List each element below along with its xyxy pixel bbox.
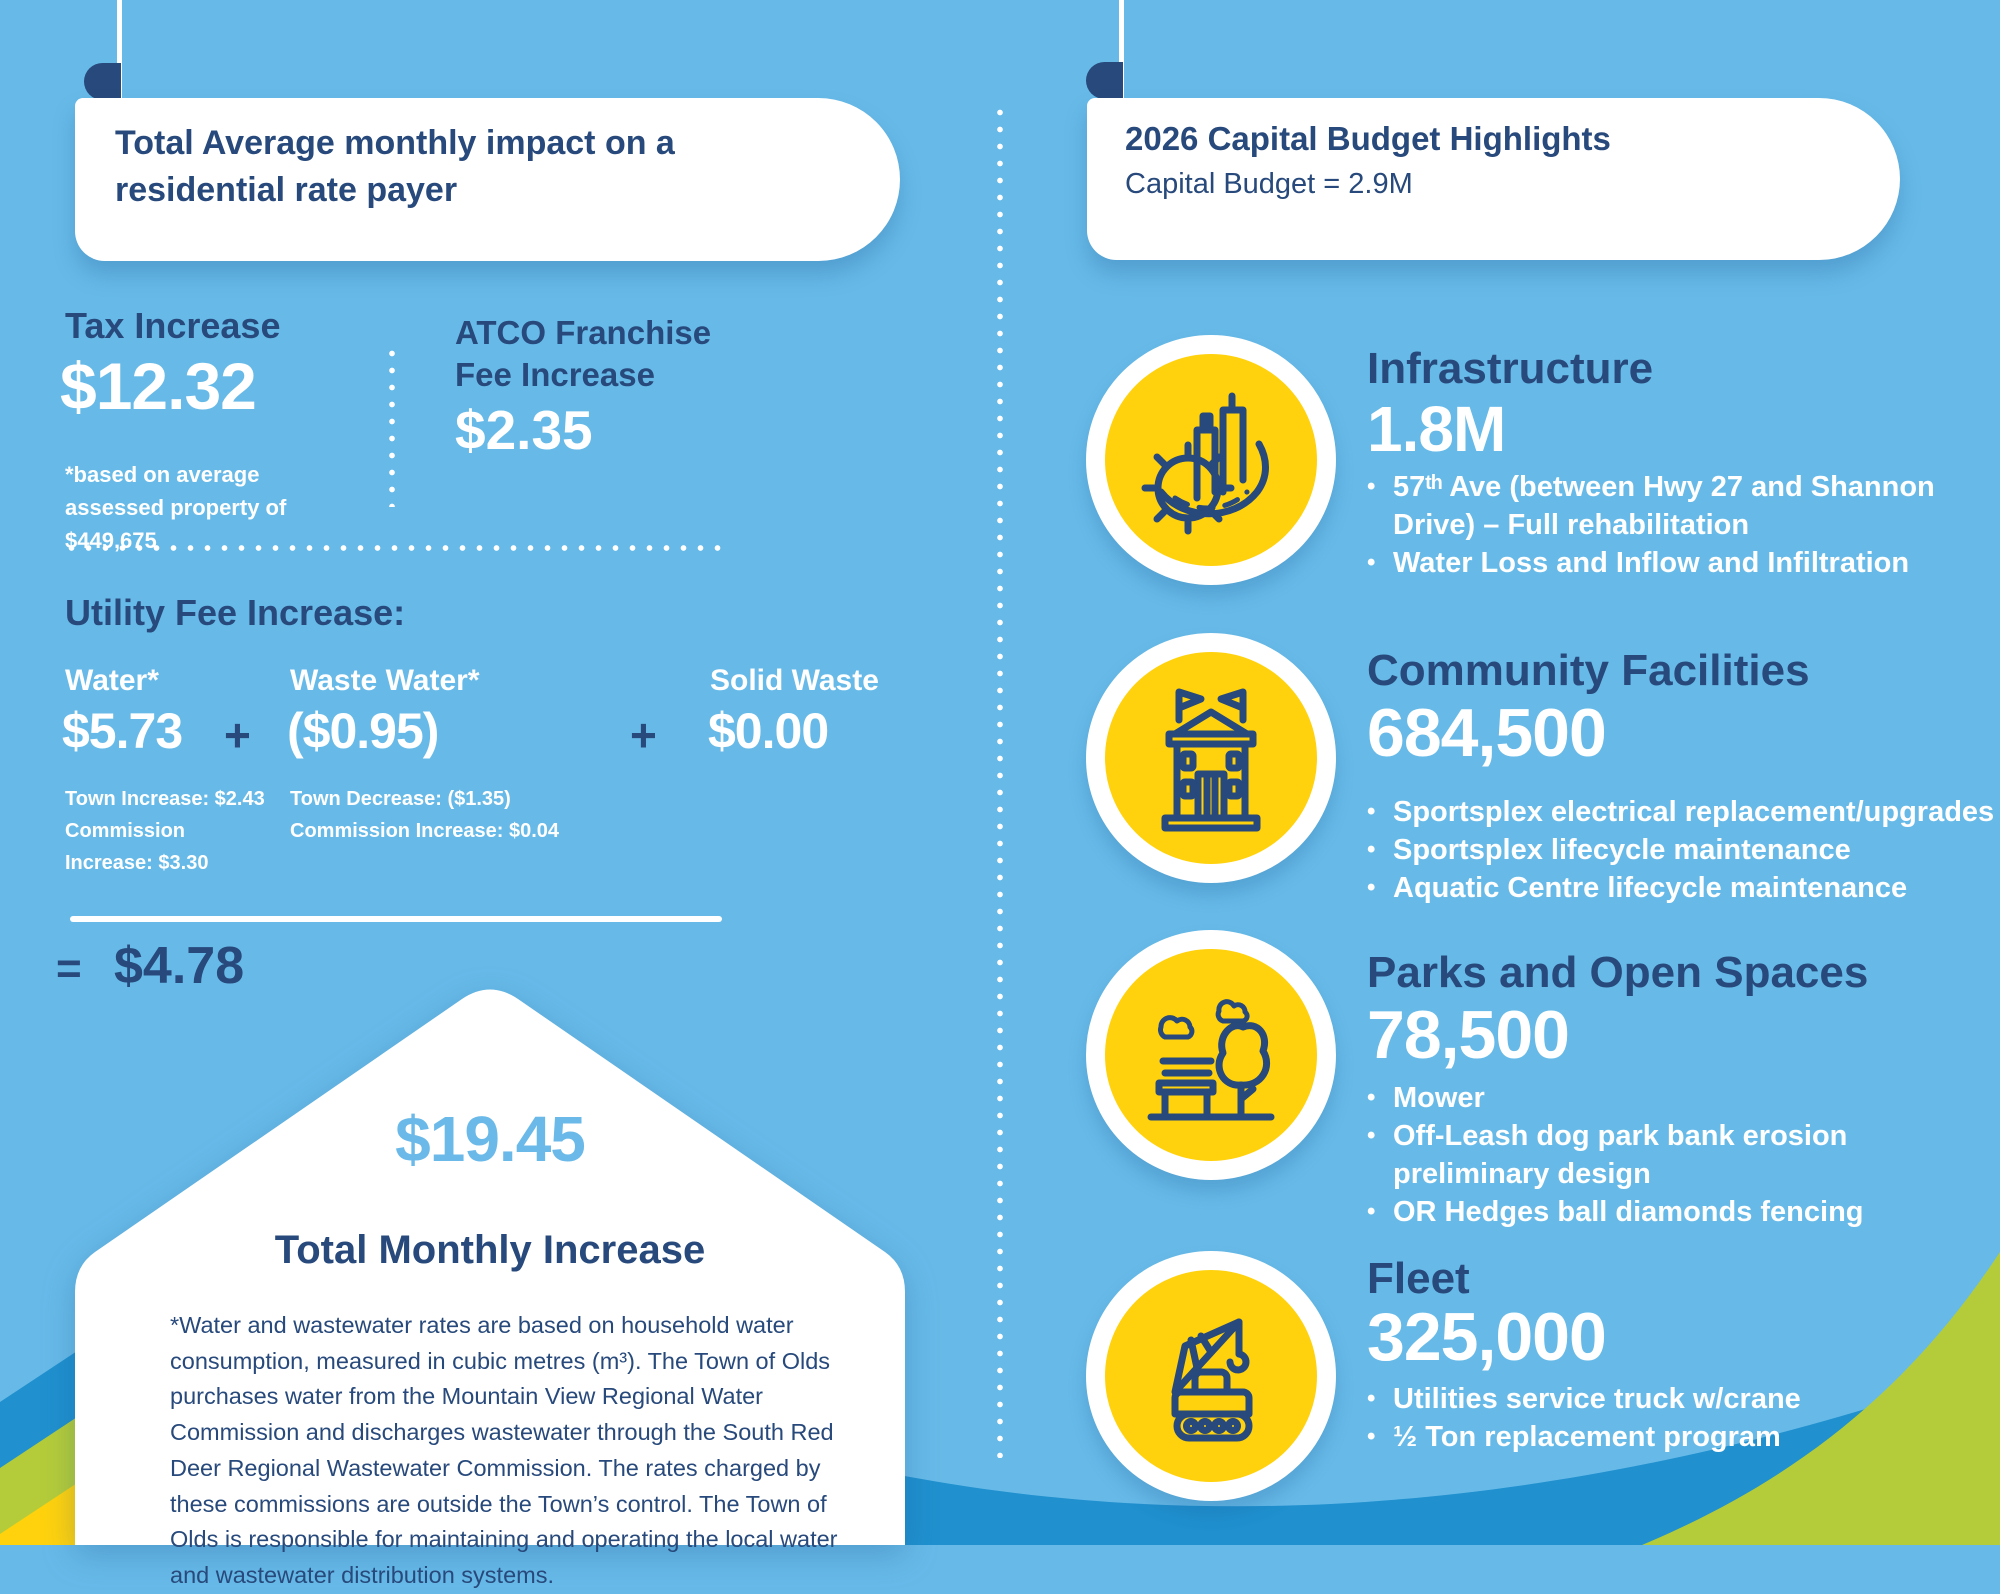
bullet-icon: • xyxy=(1367,874,1376,901)
right-header-subtitle: Capital Budget = 2.9M xyxy=(1125,168,1413,200)
community-bullets: • Sportsplex electrical replacement/upgr… xyxy=(1367,793,1994,907)
utility-subtotal: $4.78 xyxy=(114,937,245,995)
water-label: Water* xyxy=(65,664,159,697)
list-item: • Aquatic Centre lifecycle maintenance xyxy=(1367,869,1994,907)
infrastructure-icon xyxy=(1141,392,1269,535)
bullet-icon: • xyxy=(1367,549,1376,576)
tax-increase-label: Tax Increase xyxy=(65,305,281,346)
bullet-icon: • xyxy=(1367,1084,1376,1111)
column-divider-dotted xyxy=(997,104,1003,1458)
infrastructure-badge xyxy=(1086,335,1336,585)
community-facilities-badge xyxy=(1086,633,1336,883)
fleet-badge xyxy=(1086,1251,1336,1501)
list-item: • Mower xyxy=(1367,1079,1893,1117)
tax-increase-amount: $12.32 xyxy=(60,349,257,423)
bullet-icon: • xyxy=(1367,836,1376,863)
water-note-line: Increase: $3.30 xyxy=(65,852,209,874)
right-hanger-string xyxy=(1119,0,1124,101)
left-card-fold xyxy=(84,63,121,100)
bullet-icon: • xyxy=(1367,1423,1376,1450)
parks-badge xyxy=(1086,930,1336,1180)
list-item: • Sportsplex electrical replacement/upgr… xyxy=(1367,793,1994,831)
utility-fee-heading: Utility Fee Increase: xyxy=(65,592,406,633)
waste-water-note-line: Town Decrease: ($1.35) xyxy=(290,788,511,810)
fleet-bullets: • Utilities service truck w/crane • ½ To… xyxy=(1367,1380,1801,1456)
waste-water-notes: Town Decrease: ($1.35) Commission Increa… xyxy=(290,783,559,847)
infrastructure-bullets: • 57ᵗʰ Ave (between Hwy 27 and Shannon D… xyxy=(1367,468,1968,582)
bullet-icon: • xyxy=(1367,1122,1376,1149)
solid-waste-amount: $0.00 xyxy=(708,703,829,759)
plus-sign-2: + xyxy=(630,709,657,761)
water-note-line: Commission xyxy=(65,820,186,842)
section-amount-fleet: 325,000 xyxy=(1367,1299,1607,1375)
section-amount-parks: 78,500 xyxy=(1367,997,1570,1073)
equals-sign: = xyxy=(56,944,82,993)
stripe-blue xyxy=(0,1328,112,1545)
water-notes: Town Increase: $2.43 Commission Increase… xyxy=(65,783,265,879)
list-item: • ½ Ton replacement program xyxy=(1367,1418,1801,1456)
water-amount: $5.73 xyxy=(62,703,183,759)
plus-sign-1: + xyxy=(224,709,251,761)
list-item: • 57ᵗʰ Ave (between Hwy 27 and Shannon D… xyxy=(1367,468,1968,544)
parks-icon xyxy=(1147,999,1275,1121)
section-amount-infrastructure: 1.8M xyxy=(1367,393,1506,465)
list-item: • Sportsplex lifecycle maintenance xyxy=(1367,831,1994,869)
section-title-fleet: Fleet xyxy=(1367,1254,1470,1303)
community-facilities-icon xyxy=(1161,688,1261,832)
stripe-green xyxy=(0,1394,112,1545)
water-rates-footnote: *Water and wastewater rates are based on… xyxy=(170,1312,838,1589)
section-amount-community: 684,500 xyxy=(1367,695,1607,771)
list-item: • Off-Leash dog park bank erosion prelim… xyxy=(1367,1117,1893,1193)
total-monthly-amount: $19.45 xyxy=(395,1103,586,1175)
tax-atco-divider-dotted xyxy=(389,345,395,507)
tax-increase-note: *based on average assessed property of $… xyxy=(65,462,287,553)
atco-fee-amount: $2.35 xyxy=(455,399,593,461)
left-header-title: Total Average monthly impact on a reside… xyxy=(115,124,675,209)
right-header-title: 2026 Capital Budget Highlights xyxy=(1125,120,1611,157)
parks-bullets: • Mower • Off-Leash dog park bank erosio… xyxy=(1367,1079,1893,1231)
list-item: • Utilities service truck w/crane xyxy=(1367,1380,1801,1418)
right-card-fold xyxy=(1086,62,1123,99)
water-note-line: Town Increase: $2.43 xyxy=(65,788,265,810)
stripe-yellow xyxy=(0,1460,112,1545)
solid-waste-label: Solid Waste xyxy=(710,664,879,697)
bullet-icon: • xyxy=(1367,798,1376,825)
bullet-icon: • xyxy=(1367,473,1376,500)
list-item: • Water Loss and Inflow and Infiltration xyxy=(1367,544,1968,582)
waste-water-note-line: Commission Increase: $0.04 xyxy=(290,820,560,842)
atco-fee-label: ATCO Franchise Fee Increase xyxy=(455,314,712,394)
section-title-community: Community Facilities xyxy=(1367,646,1810,695)
bullet-icon: • xyxy=(1367,1198,1376,1225)
fleet-icon xyxy=(1171,1318,1253,1442)
bullet-icon: • xyxy=(1367,1385,1376,1412)
sum-rule xyxy=(70,916,722,922)
section-title-parks: Parks and Open Spaces xyxy=(1367,948,1869,997)
left-header-card: Total Average monthly impact on a reside… xyxy=(75,98,900,261)
list-item: • OR Hedges ball diamonds fencing xyxy=(1367,1193,1893,1231)
left-hanger-string xyxy=(117,0,122,101)
section-title-infrastructure: Infrastructure xyxy=(1367,344,1654,393)
right-header-card: 2026 Capital Budget Highlights Capital B… xyxy=(1087,98,1900,260)
total-monthly-label: Total Monthly Increase xyxy=(274,1228,706,1272)
section-divider-dotted xyxy=(63,545,725,551)
waste-water-amount: ($0.95) xyxy=(287,703,439,759)
waste-water-label: Waste Water* xyxy=(290,664,480,697)
